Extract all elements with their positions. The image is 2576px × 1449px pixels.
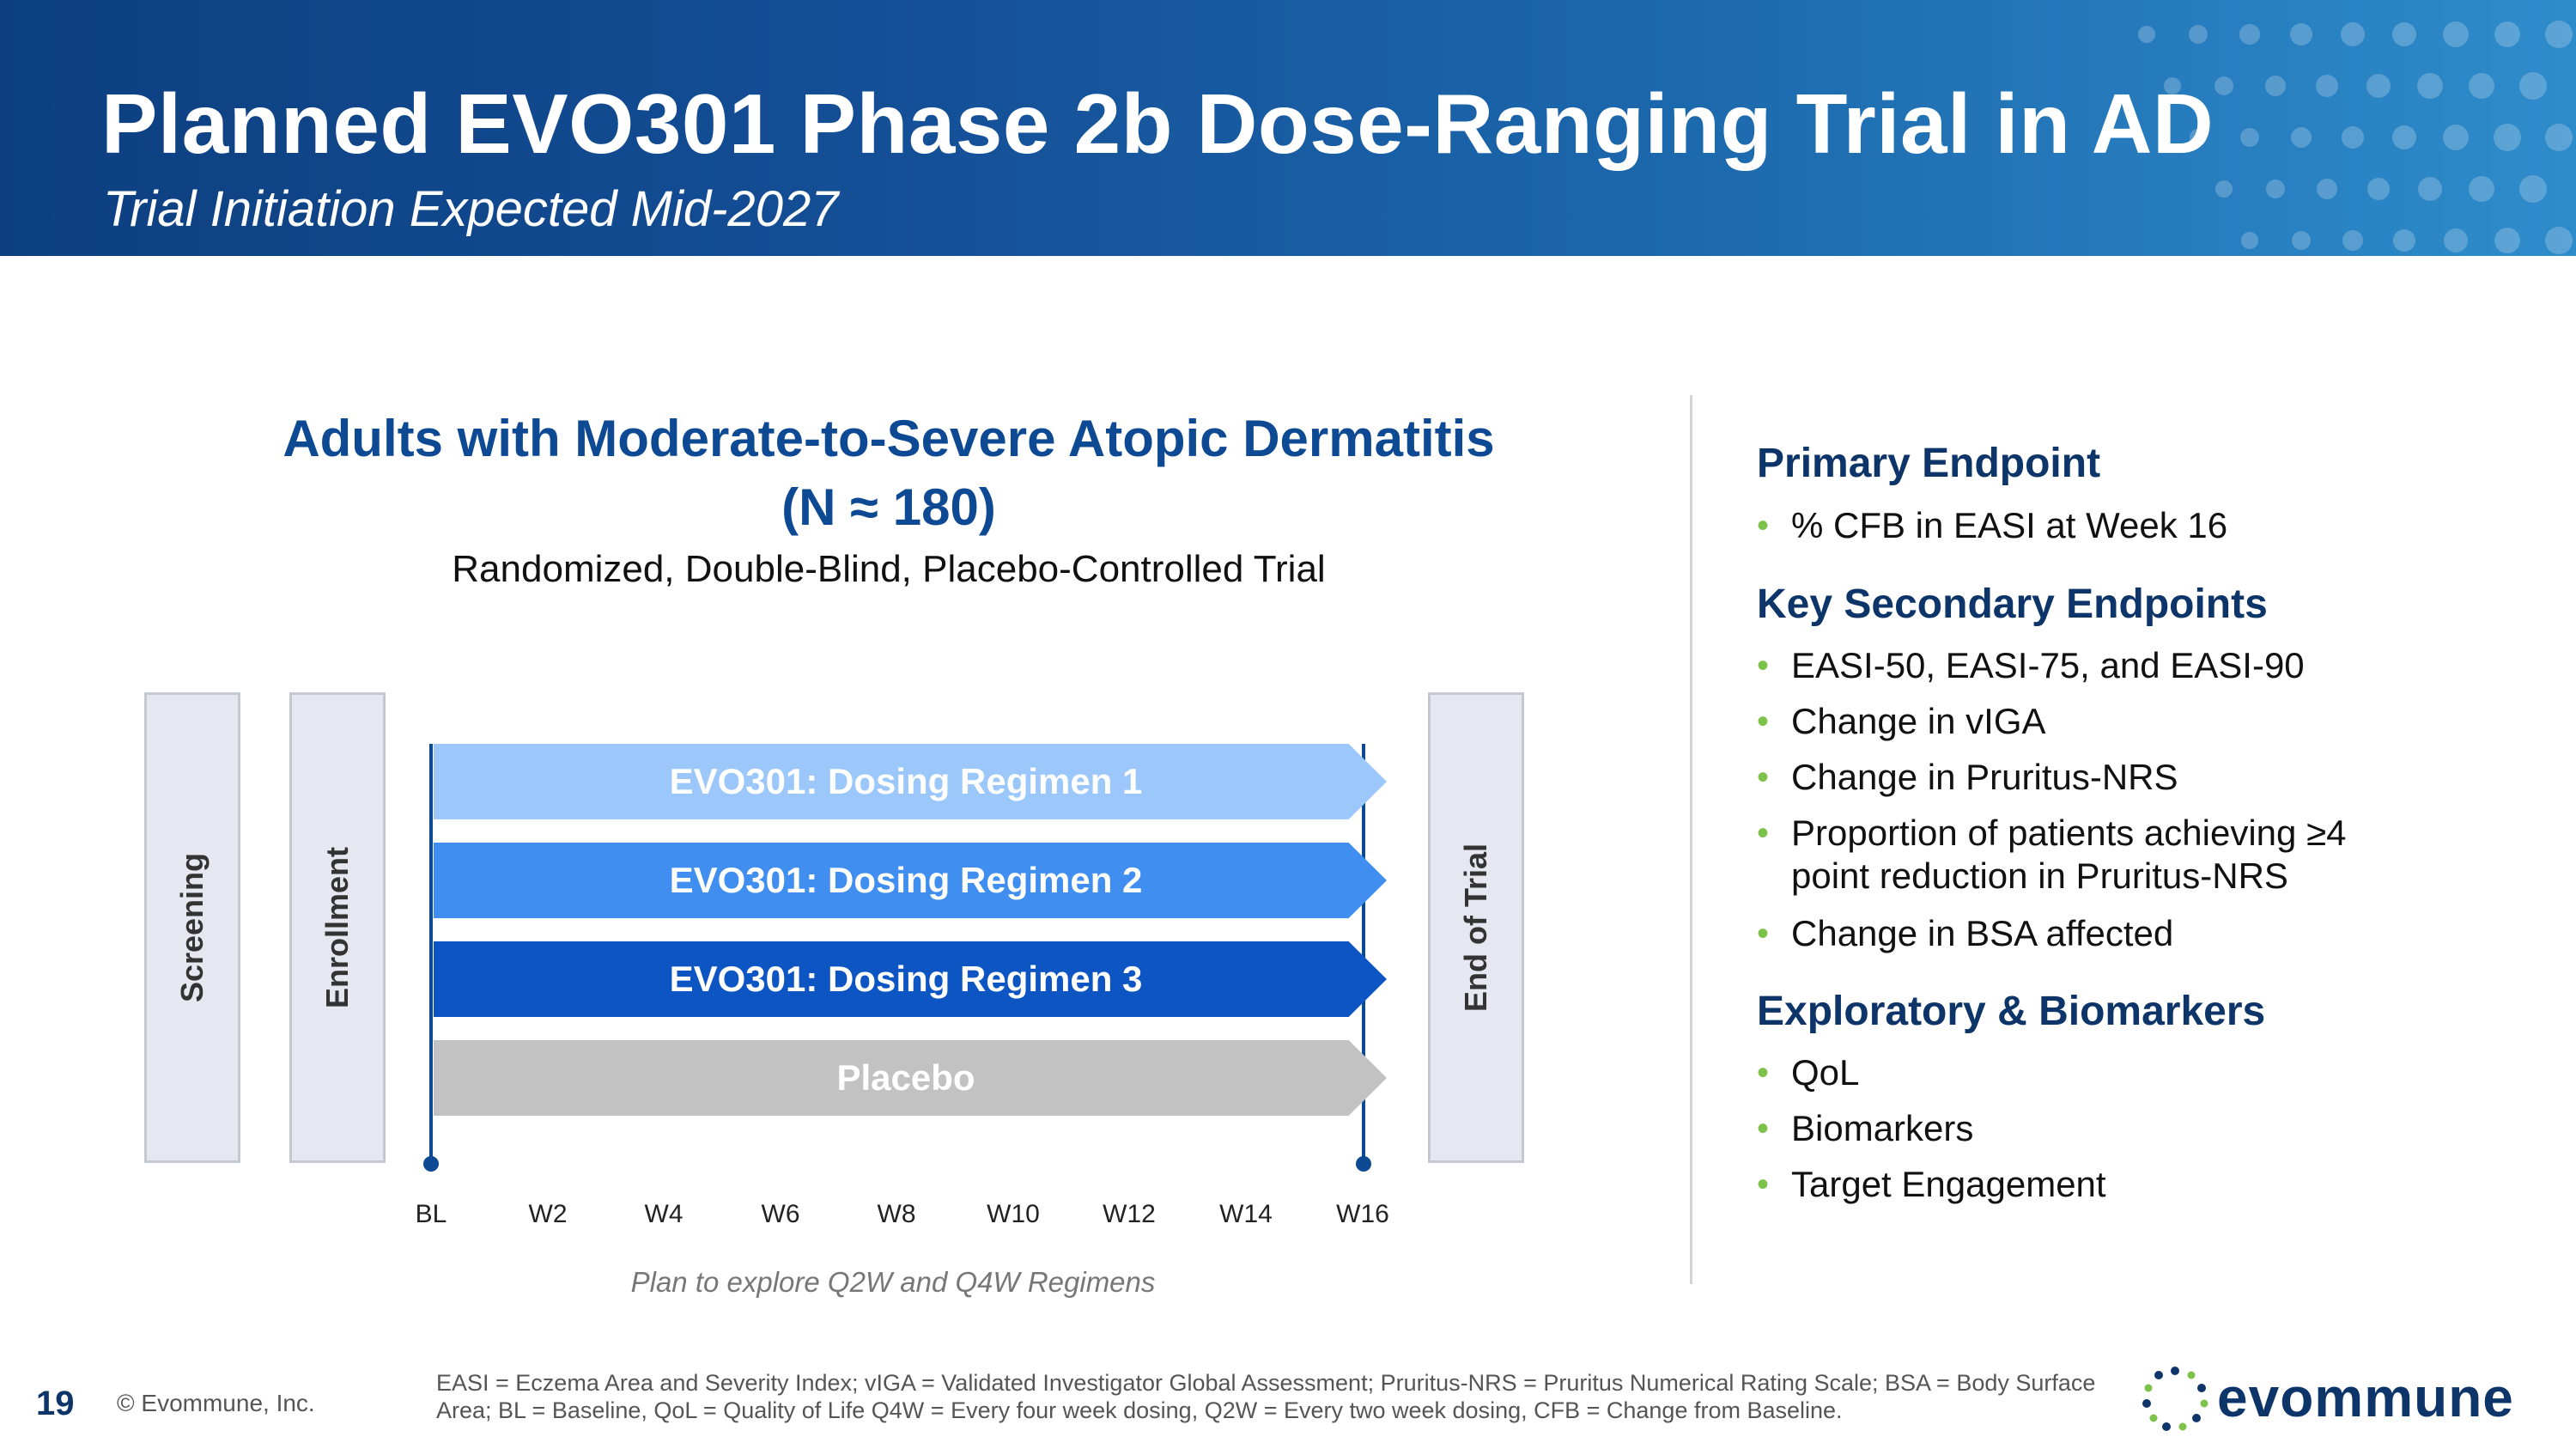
page-subtitle: Trial Initiation Expected Mid-2027 [103, 181, 839, 237]
page-number: 19 [36, 1385, 75, 1422]
tick-label-w8: W8 [877, 1200, 916, 1228]
tick-label-w6: W6 [761, 1200, 800, 1228]
arm-bar [434, 941, 1387, 1017]
exploratory-heading: Exploratory & Biomarkers [1757, 989, 2266, 1034]
end-of-trial-box: End of Trial [1428, 692, 1524, 1163]
copyright-text: © Evommune, Inc. [117, 1390, 315, 1416]
tick-label-w10: W10 [987, 1200, 1040, 1228]
arm-dosing-regimen-1: EVO301: Dosing Regimen 1 [434, 744, 1387, 819]
bullet-icon: • [1757, 1110, 1770, 1148]
trial-design-text: Randomized, Double-Blind, Placebo-Contro… [452, 548, 1326, 590]
column-divider [1690, 395, 1692, 1284]
logo-wordmark: evommune [2217, 1367, 2514, 1428]
arm-dosing-regimen-3: EVO301: Dosing Regimen 3 [434, 941, 1387, 1017]
baseline-dot [423, 1156, 439, 1172]
week16-dot [1356, 1156, 1371, 1172]
tick-label-w14: W14 [1219, 1200, 1273, 1228]
regimen-note: Plan to explore Q2W and Q4W Regimens [630, 1266, 1156, 1298]
bullet-icon: • [1757, 758, 1770, 796]
bullet-icon: • [1757, 703, 1770, 740]
enrollment-label: Enrollment [319, 846, 355, 1009]
list-item: •% CFB in EASI at Week 16 [1757, 505, 2228, 545]
list-item: • EASI-50, EASI-75, and EASI-90 [1757, 645, 2305, 685]
evommune-logo: evommune [2138, 1364, 2542, 1433]
list-item: • Biomarkers [1757, 1108, 1974, 1148]
week16-line [1362, 744, 1365, 1163]
arm-label: Placebo [836, 1057, 975, 1098]
dot-pattern-decoration [2138, 21, 2573, 254]
arm-placebo: Placebo [434, 1040, 1387, 1116]
baseline-line [429, 744, 433, 1163]
arm-label: EVO301: Dosing Regimen 1 [669, 761, 1143, 801]
arm-label: EVO301: Dosing Regimen 2 [669, 860, 1143, 900]
list-item: • Proportion of patients achieving ≥4 poi… [1757, 813, 2347, 896]
header-banner: Planned EVO301 Phase 2b Dose-Ranging Tri… [0, 0, 2576, 256]
screening-label: Screening [174, 852, 210, 1003]
arm-bar [434, 843, 1387, 918]
bullet-icon: • [1757, 1166, 1770, 1203]
tick-label-bl: BL [415, 1200, 447, 1228]
screening-box: Screening [144, 692, 240, 1163]
end-of-trial-label: End of Trial [1458, 843, 1493, 1013]
logo-ring-icon [2142, 1367, 2208, 1431]
page-title: Planned EVO301 Phase 2b Dose-Ranging Tri… [101, 76, 2215, 171]
bullet-icon: • [1757, 507, 1770, 545]
tick-label-w2: W2 [528, 1200, 568, 1228]
primary-endpoint-heading: Primary Endpoint [1757, 441, 2101, 486]
arm-dosing-regimen-2: EVO301: Dosing Regimen 2 [434, 843, 1387, 918]
enrollment-box: Enrollment [289, 692, 386, 1163]
population-size: (N ≈ 180) [781, 478, 996, 536]
list-item: • Target Engagement [1757, 1164, 2106, 1204]
tick-label-w4: W4 [644, 1200, 683, 1228]
arm-label: EVO301: Dosing Regimen 3 [669, 959, 1143, 999]
tick-label-w12: W12 [1103, 1200, 1156, 1228]
list-item: • Change in Pruritus-NRS [1757, 757, 2178, 797]
bullet-icon: • [1757, 1054, 1770, 1092]
abbreviations-footnote: EASI = Eczema Area and Severity Index; v… [436, 1370, 2096, 1423]
bullet-icon: • [1757, 915, 1770, 953]
list-item: • Change in BSA affected [1757, 913, 2174, 953]
population-title: Adults with Moderate-to-Severe Atopic De… [283, 410, 1495, 467]
bullet-icon: • [1757, 814, 1770, 852]
bullet-icon: • [1757, 647, 1770, 685]
arm-bar [434, 744, 1387, 819]
arm-bar [434, 1040, 1387, 1116]
secondary-endpoints-heading: Key Secondary Endpoints [1757, 581, 2268, 627]
list-item: • Change in vIGA [1757, 701, 2046, 741]
list-item: • QoL [1757, 1052, 1860, 1093]
tick-label-w16: W16 [1336, 1200, 1389, 1228]
